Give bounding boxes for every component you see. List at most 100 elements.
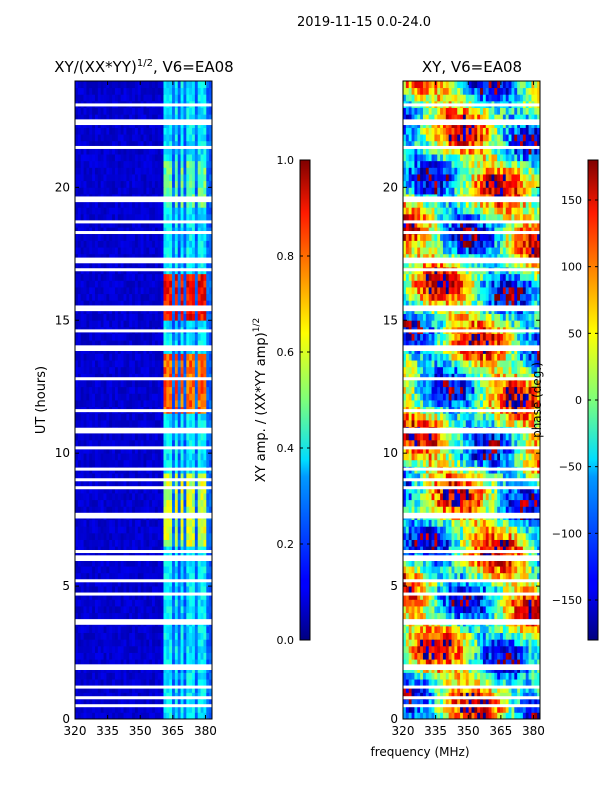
heatmap-cell [126,380,130,388]
heatmap-cell [206,220,210,228]
heatmap-cell [112,679,116,687]
heatmap-cell [86,313,90,321]
heatmap-cell [169,180,173,188]
heatmap-cell [117,712,122,720]
heatmap-cell [83,187,87,195]
heatmap-cell [80,160,84,168]
heatmap-cell [485,712,490,720]
heatmap-cell [177,453,181,461]
heatmap-cell [514,685,518,693]
heatmap-cell [154,167,159,175]
heatmap-cell [189,393,193,401]
heatmap-cell [132,140,136,148]
heatmap-cell [152,114,156,122]
heatmap-cell [163,260,167,268]
data-gap [75,619,212,623]
heatmap-cell [154,293,159,301]
heatmap-cell [200,287,204,295]
heatmap-cell [152,645,156,653]
heatmap-cell [103,300,107,308]
heatmap-cell [152,240,156,248]
heatmap-cell [477,685,481,693]
heatmap-cell [83,293,87,301]
heatmap-cell [192,439,196,447]
heatmap-cell [112,380,116,388]
heatmap-cell [465,712,470,720]
heatmap-cell [152,81,156,89]
heatmap-cell [114,340,119,348]
heatmap-cell [92,207,96,215]
heatmap-cell [97,167,102,175]
heatmap-cell [97,280,102,288]
heatmap-cell [194,586,199,594]
heatmap-cell [192,87,196,95]
heatmap-cell [103,672,107,680]
heatmap-cell [75,659,79,667]
heatmap-cell [129,167,133,175]
heatmap-cell [197,446,201,454]
heatmap-cell [471,699,475,707]
heatmap-cell [209,160,213,168]
heatmap-cell [146,140,150,148]
heatmap-cell [109,213,113,221]
heatmap-cell [186,280,190,288]
heatmap-cell [197,373,201,381]
heatmap-cell [129,94,133,102]
heatmap-cell [146,493,150,501]
heatmap-cell [77,453,82,461]
heatmap-cell [94,400,99,408]
heatmap-cell [183,446,187,454]
heatmap-cell [117,632,122,640]
heatmap-cell [163,333,167,341]
heatmap-cell [163,606,167,614]
heatmap-cell [488,685,492,693]
heatmap-cell [154,213,159,221]
heatmap-cell [132,154,136,162]
heatmap-cell [112,712,116,720]
heatmap-cell [180,459,184,467]
heatmap-cell [103,373,107,381]
heatmap-cell [209,712,213,720]
heatmap-cell [177,200,181,208]
heatmap-cell [471,705,475,713]
heatmap-cell [94,393,99,401]
heatmap-cell [109,645,113,653]
heatmap-cell [203,639,207,647]
heatmap-cell [83,526,87,534]
heatmap-cell [123,459,127,467]
heatmap-cell [75,566,79,574]
heatmap-cell [192,200,196,208]
heatmap-cell [177,400,181,408]
heatmap-cell [132,532,136,540]
heatmap-cell [132,559,136,567]
heatmap-cell [103,94,107,102]
heatmap-cell [160,539,164,547]
heatmap-cell [126,679,130,687]
heatmap-cell [109,579,113,587]
heatmap-cell [157,313,162,321]
heatmap-cell [89,94,93,102]
heatmap-cell [480,679,484,687]
heatmap-cell [200,247,204,255]
heatmap-cell [92,140,96,148]
heatmap-cell [120,672,124,680]
heatmap-cell [172,413,176,421]
heatmap-cell [169,506,173,514]
heatmap-cell [203,645,207,653]
heatmap-cell [209,81,213,89]
heatmap-cell [92,499,96,507]
heatmap-cell [86,419,90,427]
heatmap-cell [126,280,130,288]
heatmap-cell [80,419,84,427]
heatmap-cell [123,699,127,707]
heatmap-cell [103,247,107,255]
heatmap-cell [106,519,110,527]
heatmap-cell [94,340,99,348]
heatmap-cell [157,220,162,228]
heatmap-cell [154,433,159,441]
heatmap-cell [149,134,153,142]
heatmap-cell [209,320,213,328]
heatmap-cell [129,340,133,348]
heatmap-cell [149,260,153,268]
heatmap-cell [100,645,104,653]
